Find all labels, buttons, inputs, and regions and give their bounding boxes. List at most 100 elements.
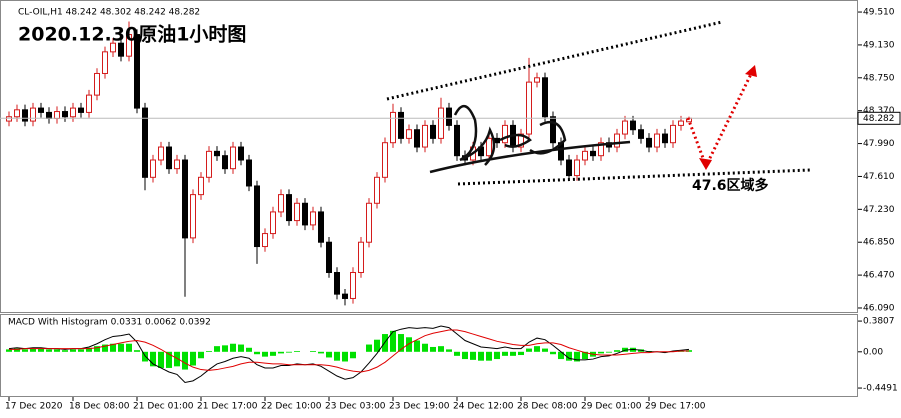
histogram-bar	[566, 351, 572, 361]
candle-body	[54, 111, 60, 119]
candle-body	[414, 129, 420, 148]
x-tick-label: 17 Dec 2020	[5, 402, 63, 412]
histogram-bar	[238, 344, 244, 352]
x-tick-label: 21 Dec 01:00	[133, 402, 194, 412]
histogram-bar	[214, 346, 220, 352]
candle-body	[238, 146, 244, 161]
histogram-bar	[270, 351, 276, 356]
histogram-bar	[254, 351, 260, 355]
histogram-bar	[190, 351, 196, 366]
candle-body	[270, 211, 276, 235]
candle-body	[382, 142, 388, 178]
candle-body	[254, 185, 260, 248]
candle-body	[318, 211, 324, 243]
histogram-bar	[54, 349, 60, 352]
y-tick-label: 47.990	[863, 139, 895, 149]
candle-body	[350, 272, 356, 299]
candle-body	[534, 77, 540, 83]
histogram-bar	[494, 351, 500, 360]
candle-body	[286, 194, 292, 222]
candle-body	[326, 241, 332, 274]
candle-body	[622, 120, 628, 135]
signature	[429, 105, 631, 174]
histogram-bar	[262, 351, 268, 357]
histogram-bar	[222, 345, 228, 352]
histogram-bar	[6, 349, 12, 352]
x-tick-label: 23 Dec 19:00	[389, 402, 450, 412]
candle-body	[118, 42, 124, 57]
candle-body	[102, 51, 108, 74]
x-tick-label: 29 Dec 01:00	[581, 402, 642, 412]
histogram-bar	[366, 344, 372, 352]
histogram-bar	[166, 351, 172, 368]
histogram-bar	[78, 349, 84, 352]
y-tick-label: 49.130	[863, 40, 895, 50]
histogram-bar	[606, 351, 612, 353]
histogram-bar	[438, 346, 444, 352]
histogram-bar	[582, 351, 588, 360]
candle-body	[150, 159, 156, 178]
histogram-bar	[46, 349, 52, 352]
histogram-bar	[430, 346, 436, 352]
candle-body	[342, 293, 348, 299]
histogram-bar	[206, 350, 212, 352]
candle-body	[638, 129, 644, 139]
y-tick-label: 48.370	[863, 106, 895, 116]
histogram-bar	[422, 343, 428, 352]
histogram-bar	[486, 351, 492, 361]
candle-body	[198, 176, 204, 196]
candle-body	[614, 133, 620, 148]
current-price-box	[857, 111, 901, 125]
histogram-bar	[230, 343, 236, 352]
histogram-bar	[30, 348, 36, 352]
histogram-bar	[142, 351, 148, 362]
histogram-bar	[342, 351, 348, 362]
y-tick-label: -0.4491	[863, 384, 898, 394]
lower-trend-line	[457, 168, 811, 186]
histogram-bar	[102, 344, 108, 352]
histogram-bar	[14, 348, 20, 352]
candle-body	[110, 42, 116, 53]
candle-body	[190, 194, 196, 239]
x-tick-label: 18 Dec 08:00	[69, 402, 130, 412]
candle-body	[278, 194, 284, 213]
candle-body	[654, 133, 660, 148]
x-tick-label: 21 Dec 17:00	[197, 402, 258, 412]
current-price-label: 48.282	[863, 114, 895, 124]
macd-panel-frame	[0, 314, 858, 397]
candle-body	[230, 146, 236, 170]
histogram-bar	[478, 351, 484, 361]
candle-body	[62, 111, 68, 118]
candle-body	[126, 34, 132, 57]
x-tick-label: 22 Dec 10:00	[261, 402, 322, 412]
candle-body	[646, 137, 652, 148]
histogram-bar	[326, 351, 332, 358]
histogram-bar	[598, 351, 604, 354]
candle-body	[598, 142, 604, 157]
histogram-bar	[518, 351, 524, 356]
candle-body	[222, 155, 228, 170]
histogram-bar	[310, 350, 316, 352]
histogram-bar	[62, 350, 68, 352]
histogram-bar	[406, 337, 412, 352]
x-tick-label: 29 Dec 17:00	[645, 402, 706, 412]
y-tick-label: 48.750	[863, 73, 895, 83]
candle-body	[262, 233, 268, 248]
candle-body	[630, 120, 636, 131]
candle-body	[158, 146, 164, 161]
candle-body	[166, 146, 172, 170]
candle-body	[574, 159, 580, 177]
candle-body	[142, 107, 148, 178]
candle-body	[438, 107, 444, 139]
candle-body	[46, 111, 52, 119]
candle-body	[86, 94, 92, 113]
histogram-bar	[294, 350, 300, 352]
histogram-bar	[398, 334, 404, 352]
overlay-title: 2020.12.30原油1小时图	[18, 24, 246, 46]
x-tick-label: 28 Dec 08:00	[517, 402, 578, 412]
candle-body	[294, 202, 300, 222]
histogram-bar	[38, 348, 44, 352]
histogram-bar	[134, 350, 140, 352]
candle-body	[678, 120, 684, 126]
candle-body	[182, 159, 188, 239]
